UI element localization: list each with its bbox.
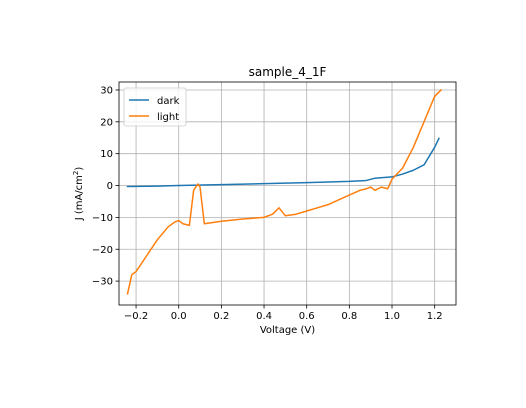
legend-light-label: light bbox=[157, 112, 179, 123]
plot-frame bbox=[118, 81, 457, 306]
y-gridlines bbox=[119, 89, 456, 282]
y-tick-label: 20 bbox=[100, 117, 113, 128]
series-layer bbox=[126, 88, 443, 295]
y-axis-label-end: ) bbox=[74, 167, 85, 171]
y-tick-label: −30 bbox=[92, 277, 113, 288]
series-line-light bbox=[126, 88, 443, 295]
legend: dark light bbox=[123, 87, 187, 127]
y-tick-label: 10 bbox=[100, 149, 113, 160]
y-tick-label: −10 bbox=[92, 213, 113, 224]
x-tick-label: 1.0 bbox=[384, 311, 400, 322]
y-tick-label: 30 bbox=[100, 85, 113, 96]
y-axis-label: J (mA/cm2) bbox=[72, 167, 85, 222]
y-axis-label-superscript: 2 bbox=[72, 171, 80, 175]
legend-dark-label: dark bbox=[157, 96, 180, 107]
x-tick-label: 1.2 bbox=[427, 311, 443, 322]
x-axis-ticks: −0.2 0.0 0.2 0.4 0.6 0.8 1.0 1.2 bbox=[124, 305, 443, 322]
y-axis-label-main: J (mA/cm bbox=[74, 175, 85, 221]
y-tick-label: −20 bbox=[92, 245, 113, 256]
series-line-dark bbox=[126, 137, 440, 188]
y-axis-ticks: −30 −20 −10 0 10 20 30 bbox=[92, 85, 119, 288]
x-tick-label: 0.0 bbox=[171, 311, 187, 322]
x-tick-label: 0.4 bbox=[256, 311, 272, 322]
x-tick-label: −0.2 bbox=[124, 311, 148, 322]
x-tick-label: 0.8 bbox=[341, 311, 357, 322]
x-axis-label: Voltage (V) bbox=[260, 325, 315, 336]
y-tick-label: 0 bbox=[107, 181, 113, 192]
x-tick-label: 0.6 bbox=[299, 311, 315, 322]
x-tick-label: 0.2 bbox=[213, 311, 229, 322]
chart-title: sample_4_1F bbox=[249, 65, 327, 79]
